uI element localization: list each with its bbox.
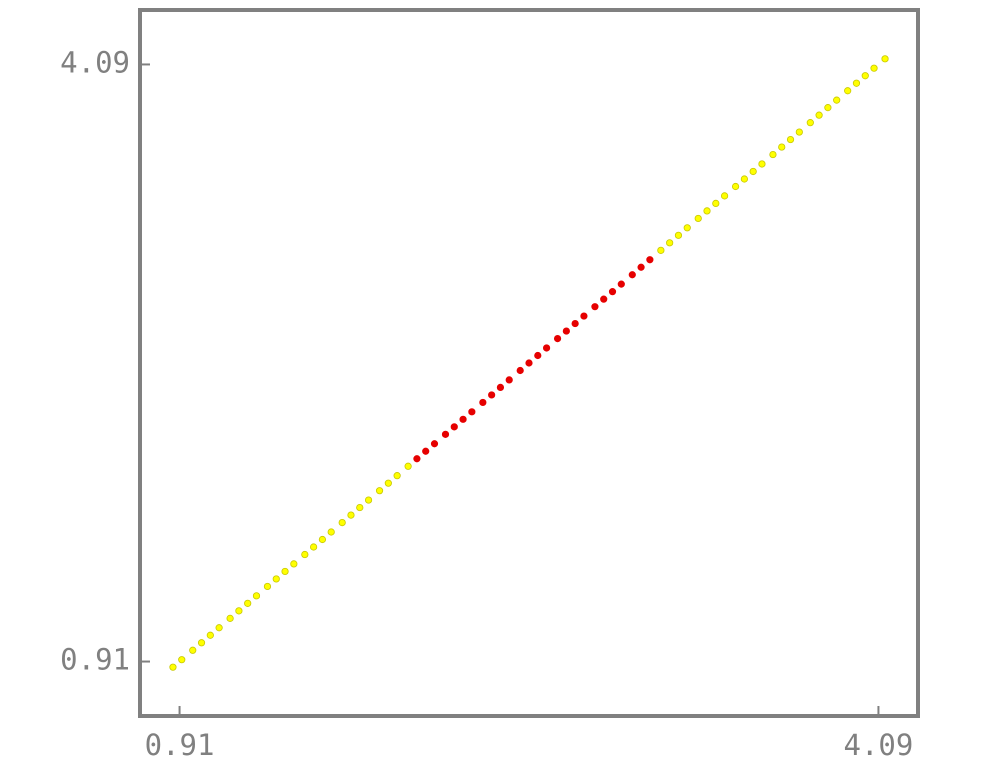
point (674, 231, 683, 239)
point (310, 543, 318, 551)
point (252, 592, 261, 600)
point (169, 663, 177, 671)
point (197, 639, 206, 647)
point (468, 408, 476, 416)
point (769, 150, 777, 159)
point (712, 199, 720, 207)
point (226, 614, 234, 622)
point (758, 160, 766, 168)
x-tick-label: 4.09 (844, 728, 914, 762)
point (591, 303, 599, 311)
point (852, 79, 861, 87)
point (870, 64, 878, 72)
point (441, 430, 450, 438)
point (327, 528, 335, 536)
point (290, 560, 298, 568)
point (281, 567, 289, 576)
point (749, 167, 757, 176)
point (301, 550, 309, 559)
point (806, 119, 814, 127)
point (404, 462, 412, 470)
point (272, 575, 280, 583)
point (384, 479, 392, 487)
point (628, 271, 636, 279)
point (815, 111, 823, 119)
point (479, 398, 487, 407)
point (881, 55, 889, 63)
point (393, 472, 401, 480)
point (206, 631, 214, 639)
point (430, 440, 439, 448)
point (608, 288, 617, 296)
point (617, 280, 625, 288)
point (580, 312, 588, 320)
point (637, 263, 645, 271)
point (263, 582, 272, 591)
point (844, 87, 852, 95)
plot-frame (138, 8, 920, 718)
point (600, 295, 608, 303)
point (318, 535, 327, 544)
point (178, 656, 186, 664)
point (516, 366, 524, 375)
point (861, 72, 869, 80)
point (215, 624, 223, 632)
point (657, 246, 665, 254)
point (338, 519, 346, 527)
point (571, 319, 579, 328)
point (413, 455, 421, 463)
point (422, 447, 430, 455)
point (824, 104, 832, 112)
point (683, 224, 691, 232)
point (646, 256, 654, 264)
point (496, 383, 505, 392)
point (505, 376, 513, 384)
point (666, 239, 674, 247)
point (450, 423, 458, 431)
y-tick-label: 0.91 (60, 643, 130, 677)
point (562, 327, 570, 335)
point (731, 182, 740, 191)
point (720, 192, 729, 200)
point (795, 128, 803, 136)
point (694, 214, 702, 223)
point (347, 511, 355, 519)
point (833, 96, 841, 104)
point (525, 359, 533, 367)
point (364, 496, 373, 504)
point (459, 415, 467, 423)
point (542, 344, 551, 352)
point (244, 599, 252, 607)
point (778, 143, 786, 151)
point (740, 175, 748, 183)
x-tick-label: 0.91 (145, 728, 215, 762)
point (703, 207, 711, 215)
point (553, 334, 562, 343)
point (786, 135, 795, 144)
point (534, 351, 542, 360)
y-tick-label: 4.09 (60, 45, 130, 79)
point (375, 487, 384, 495)
point (235, 607, 243, 615)
point (189, 646, 197, 654)
point (488, 391, 496, 399)
point (356, 503, 364, 512)
